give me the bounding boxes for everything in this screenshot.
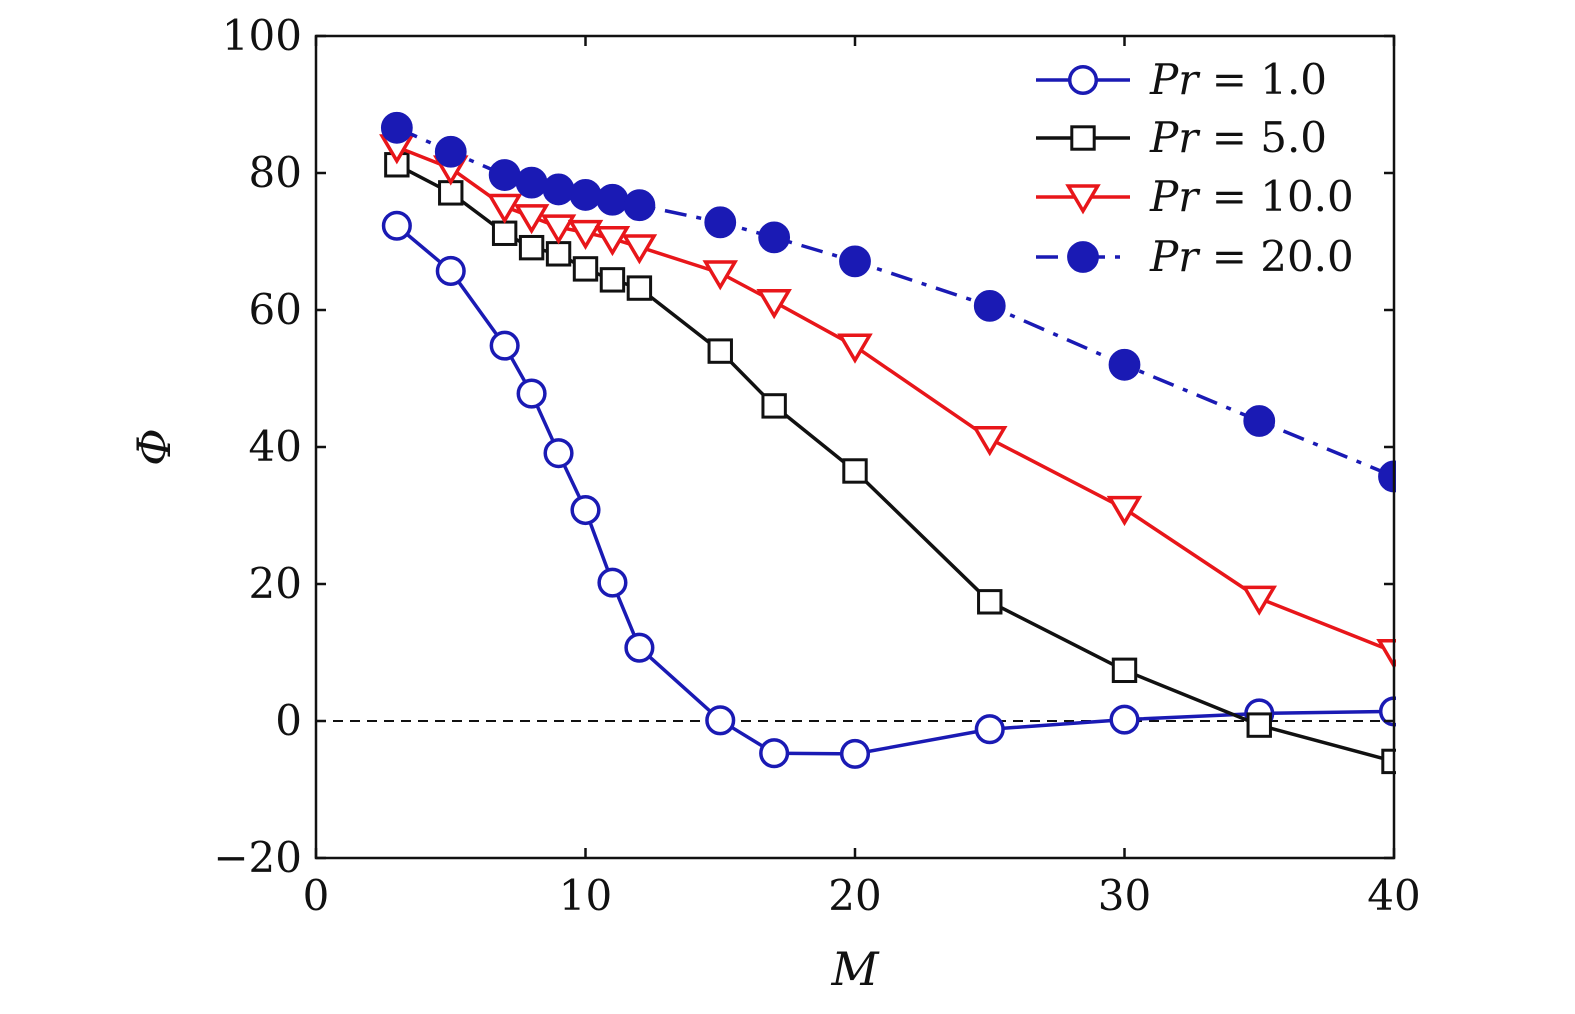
y-tick-label: 20 bbox=[249, 559, 302, 608]
data-point bbox=[516, 378, 547, 409]
x-tick-label: 20 bbox=[828, 871, 881, 920]
data-point bbox=[572, 256, 599, 282]
data-point bbox=[1246, 712, 1272, 738]
data-point bbox=[837, 333, 873, 364]
legend-item: Pr = 1.0 bbox=[1036, 55, 1327, 104]
y-tick-label: −20 bbox=[213, 833, 302, 882]
data-point bbox=[1109, 704, 1140, 735]
data-point bbox=[515, 166, 548, 199]
data-point bbox=[1111, 657, 1138, 684]
series-3 bbox=[379, 134, 1396, 670]
series-line bbox=[395, 224, 1395, 756]
y-tick-label: 0 bbox=[275, 696, 302, 745]
y-tick-label: 40 bbox=[249, 422, 302, 471]
data-point bbox=[380, 111, 413, 144]
x-tick-label: 10 bbox=[559, 871, 612, 920]
data-point bbox=[381, 210, 412, 241]
legend-marker bbox=[1067, 241, 1099, 273]
data-point bbox=[435, 255, 466, 287]
data-point bbox=[488, 159, 521, 191]
data-point bbox=[599, 267, 626, 293]
data-point bbox=[707, 338, 733, 364]
data-point bbox=[1106, 495, 1143, 527]
data-point bbox=[702, 260, 739, 291]
data-point bbox=[839, 245, 871, 278]
legend-label: Pr = 5.0 bbox=[1149, 113, 1327, 162]
legend-marker bbox=[1070, 125, 1096, 151]
data-point bbox=[973, 289, 1006, 322]
data-point bbox=[489, 330, 520, 361]
legend-marker bbox=[1065, 184, 1101, 215]
data-point bbox=[842, 458, 868, 484]
data-point bbox=[518, 234, 545, 261]
legend-label: Pr = 10.0 bbox=[1149, 172, 1354, 221]
series-2 bbox=[384, 152, 1396, 775]
data-point bbox=[977, 589, 1003, 615]
data-point bbox=[540, 214, 577, 245]
data-point bbox=[761, 393, 787, 419]
data-point bbox=[594, 225, 631, 257]
data-point bbox=[1241, 585, 1278, 616]
data-point bbox=[542, 173, 575, 206]
data-point bbox=[513, 204, 550, 235]
y-axis-label: Φ bbox=[127, 428, 181, 466]
x-tick-label: 40 bbox=[1367, 871, 1420, 920]
legend: Pr = 1.0 Pr = 5.0 Pr = 10.0 Pr = 20.0 bbox=[1036, 55, 1354, 281]
data-point bbox=[621, 234, 658, 265]
legend-label: Pr = 1.0 bbox=[1149, 55, 1327, 104]
data-point bbox=[596, 183, 629, 216]
data-point bbox=[839, 738, 871, 769]
data-point bbox=[758, 221, 791, 254]
series-layer bbox=[379, 111, 1396, 775]
legend-item: Pr = 20.0 bbox=[1036, 232, 1354, 281]
data-point bbox=[569, 179, 602, 211]
data-point bbox=[704, 206, 737, 239]
data-point bbox=[543, 438, 574, 469]
data-point bbox=[974, 714, 1005, 745]
data-point bbox=[756, 289, 792, 320]
series-4 bbox=[380, 111, 1396, 493]
legend-item: Pr = 10.0 bbox=[1036, 172, 1354, 221]
data-point bbox=[567, 219, 604, 251]
data-point bbox=[597, 567, 628, 598]
data-point bbox=[570, 494, 601, 526]
y-tick-label: 80 bbox=[249, 148, 302, 197]
y-tick-label: 100 bbox=[222, 11, 302, 60]
data-point bbox=[626, 275, 653, 301]
data-point bbox=[1108, 348, 1141, 381]
series-1 bbox=[381, 210, 1396, 769]
data-point bbox=[759, 738, 790, 769]
x-axis-label: M bbox=[830, 942, 880, 996]
x-tick-label: 30 bbox=[1098, 871, 1151, 920]
legend-marker bbox=[1067, 64, 1099, 96]
data-point bbox=[491, 220, 518, 246]
data-point bbox=[1243, 405, 1276, 437]
y-tick-label: 60 bbox=[249, 285, 302, 334]
data-point bbox=[545, 241, 572, 267]
legend-item: Pr = 5.0 bbox=[1036, 113, 1327, 162]
x-tick-label: 0 bbox=[303, 871, 330, 920]
legend-label: Pr = 20.0 bbox=[1149, 232, 1354, 281]
data-point bbox=[623, 189, 656, 222]
data-point bbox=[705, 705, 736, 736]
data-point bbox=[434, 135, 467, 168]
data-point bbox=[971, 426, 1008, 457]
data-point bbox=[486, 193, 523, 224]
data-point bbox=[624, 632, 655, 663]
